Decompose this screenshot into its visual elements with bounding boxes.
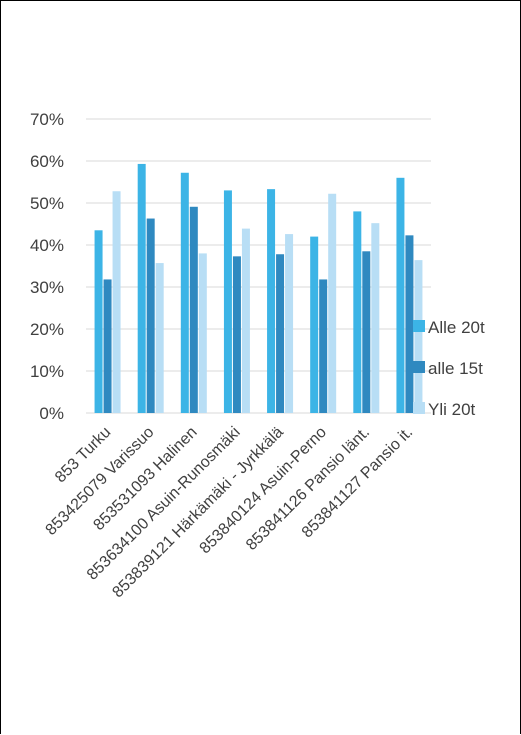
bar: [362, 251, 371, 413]
y-tick-label: 20%: [30, 320, 64, 339]
legend-swatch: [413, 361, 425, 373]
bar: [137, 163, 146, 413]
legend-label: alle 15t: [428, 359, 483, 378]
y-tick-label: 70%: [30, 110, 64, 129]
y-tick-label: 60%: [30, 152, 64, 171]
bar: [112, 191, 121, 413]
y-tick-label: 30%: [30, 278, 64, 297]
legend-swatch: [413, 402, 425, 414]
bar: [198, 253, 207, 413]
bars: [94, 163, 423, 413]
bar: [94, 230, 103, 413]
y-tick-label: 0%: [39, 404, 64, 423]
bar: [232, 256, 241, 413]
bar: [310, 236, 319, 413]
legend-label: Alle 20t: [428, 318, 485, 337]
bar: [241, 228, 250, 413]
bar: [396, 177, 405, 413]
y-tick-label: 40%: [30, 236, 64, 255]
bar: [414, 260, 423, 413]
y-tick-label: 10%: [30, 362, 64, 381]
bar: [103, 279, 112, 413]
y-axis: 0% 10% 20% 30% 40% 50% 60% 70%: [30, 110, 64, 423]
bar: [189, 206, 198, 413]
legend-swatch: [413, 320, 425, 332]
bar: [146, 218, 155, 413]
bar: [180, 172, 189, 413]
bar: [405, 235, 414, 413]
bar: [328, 193, 337, 413]
bar: [285, 234, 294, 413]
bar: [223, 190, 232, 413]
legend-label: Yli 20t: [428, 400, 476, 419]
bar: [353, 211, 362, 413]
y-tick-label: 50%: [30, 194, 64, 213]
bar: [267, 189, 276, 413]
bar: [276, 254, 285, 413]
bar: [319, 279, 328, 413]
bar: [371, 223, 380, 413]
bar: [155, 263, 164, 413]
legend: Alle 20t alle 15t Yli 20t: [413, 318, 485, 419]
